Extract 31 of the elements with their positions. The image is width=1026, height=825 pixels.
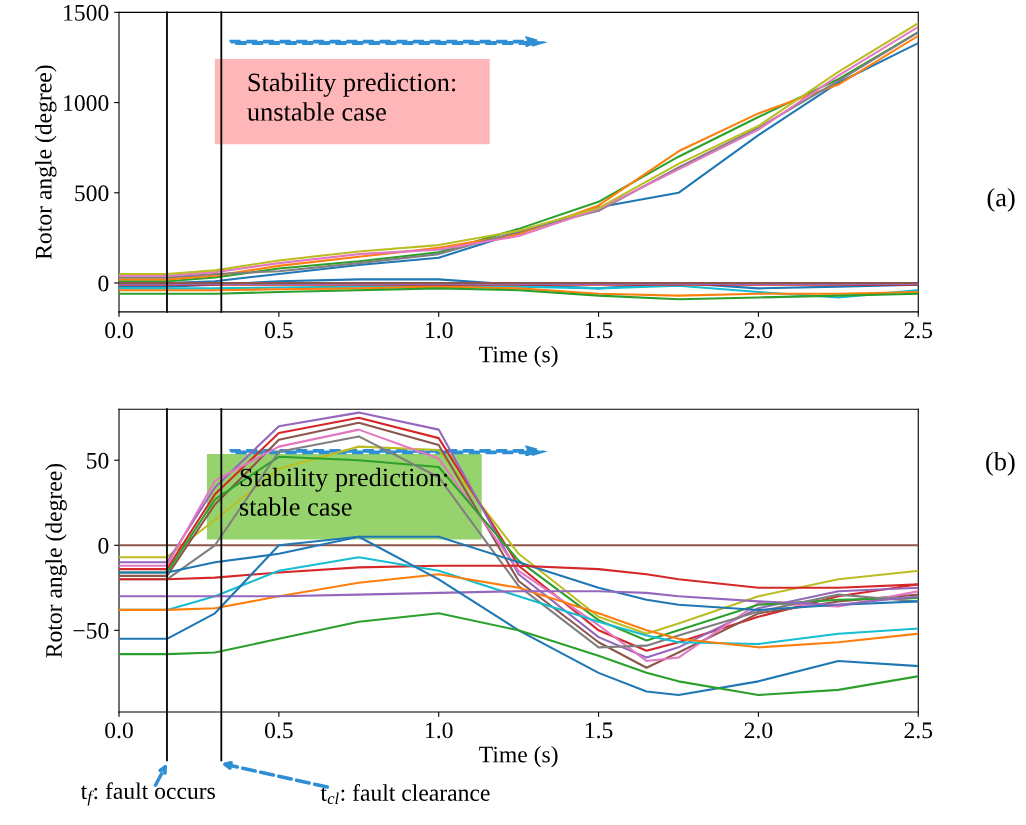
y-tick-label: 1500 <box>64 4 109 21</box>
x-tick-label: 0.5 <box>265 722 293 739</box>
x-tick-label: 2.5 <box>904 722 933 739</box>
text: (b) <box>986 451 1015 476</box>
x-axis-title: Time (s) <box>479 745 558 768</box>
x-tick-label: 1.0 <box>426 722 453 739</box>
x-tick-label: 1.5 <box>585 722 613 739</box>
y-tick-label: 0 <box>98 537 109 554</box>
x-tick-label: 0.0 <box>105 322 133 339</box>
y-tick-label: 500 <box>75 185 109 202</box>
ref-line-label: t$_{cl}$: fault clearance <box>320 784 490 805</box>
x-axis-title: Time (s) <box>479 345 558 368</box>
line-series <box>119 573 919 649</box>
y-axis-title: Rotor angle (degree) <box>45 463 67 658</box>
x-tick-label: 2.5 <box>904 322 933 339</box>
x-tick-label: 2.0 <box>744 722 773 739</box>
y-axis-title: Rotor angle (degree) <box>35 65 57 260</box>
line-series <box>119 612 919 697</box>
y-tick-label: 50 <box>87 452 109 469</box>
x-tick-label: 0.0 <box>105 722 133 739</box>
y-tick-label: 0 <box>98 275 109 292</box>
annotation: Stability prediction: unstable case <box>247 72 456 121</box>
ref-line-label: t$_{f}$: fault occurs <box>80 782 215 806</box>
y-tick-label: 1000 <box>64 95 109 111</box>
x-tick-label: 1.0 <box>426 322 453 339</box>
x-tick-label: 2.0 <box>744 322 773 339</box>
text: (a) <box>987 187 1015 212</box>
annotation: Stability prediction: stable case <box>239 467 448 516</box>
y-tick-label: −50 <box>73 622 109 639</box>
x-tick-label: 1.5 <box>585 322 613 339</box>
x-tick-label: 0.5 <box>265 322 293 339</box>
